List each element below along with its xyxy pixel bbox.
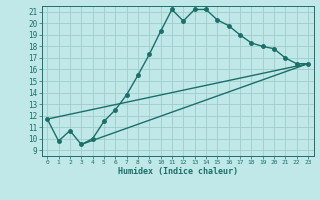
X-axis label: Humidex (Indice chaleur): Humidex (Indice chaleur) [118,167,237,176]
